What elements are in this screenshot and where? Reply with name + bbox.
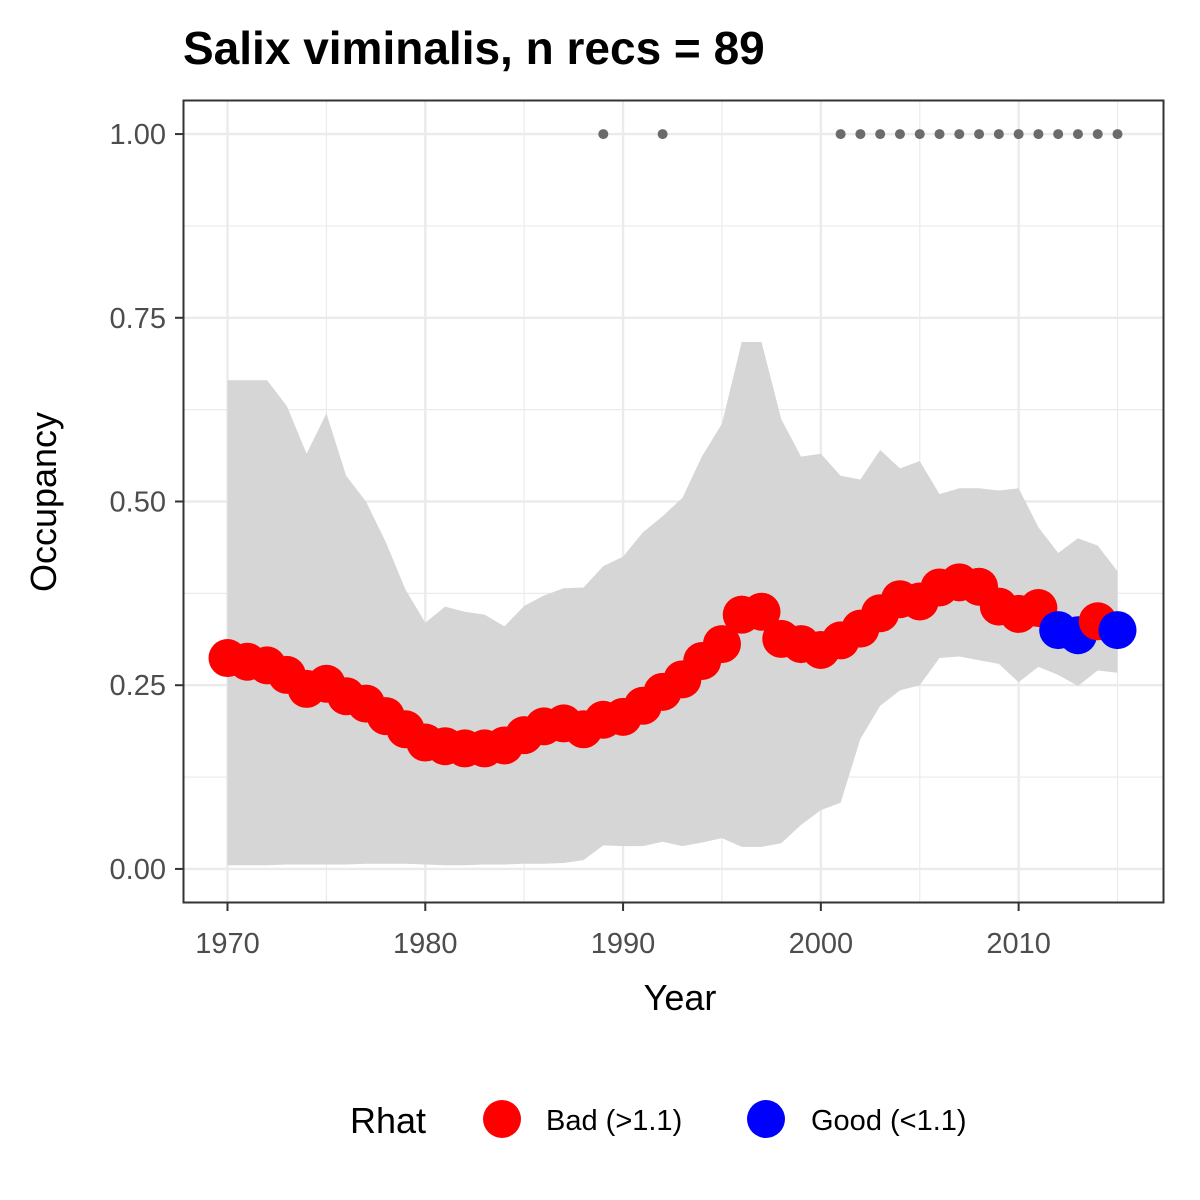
record-dot — [993, 129, 1004, 140]
legend-swatch-bad — [483, 1100, 521, 1138]
x-axis-title: Year — [644, 977, 717, 1018]
y-tick-label: 0.00 — [110, 854, 166, 886]
record-dot — [1033, 129, 1044, 140]
chart-title: Salix viminalis, n recs = 89 — [183, 22, 765, 74]
x-tick-label: 1970 — [195, 928, 260, 960]
y-tick-label: 0.25 — [110, 670, 166, 702]
occupancy-points-layer — [208, 563, 1137, 768]
record-dot — [657, 129, 668, 140]
record-dot — [914, 129, 925, 140]
record-dot — [598, 129, 609, 140]
y-tick-label: 0.75 — [110, 303, 166, 335]
y-tick-label: 0.50 — [110, 487, 166, 519]
legend-label-good: Good (<1.1) — [811, 1105, 967, 1137]
record-dot — [974, 129, 985, 140]
x-tick-label: 1990 — [591, 928, 656, 960]
record-dot — [1112, 129, 1123, 140]
record-dot — [954, 129, 965, 140]
y-tick-label: 1.00 — [110, 119, 166, 151]
record-dot — [1053, 129, 1064, 140]
panel-border — [182, 99, 1165, 904]
record-dot — [1092, 129, 1103, 140]
record-dot — [894, 129, 905, 140]
occupancy-point — [742, 592, 781, 631]
legend: Rhat Bad (>1.1) Good (<1.1) — [350, 1100, 967, 1141]
record-dot — [835, 129, 846, 140]
record-dot — [1013, 129, 1024, 140]
x-axis: 1970 1980 1990 2000 2010 — [195, 903, 1051, 960]
x-tick-label: 1980 — [393, 928, 458, 960]
record-dot — [855, 129, 866, 140]
occupancy-point — [702, 625, 741, 664]
legend-swatch-good — [747, 1100, 785, 1138]
x-tick-label: 2010 — [986, 928, 1051, 960]
y-axis: 0.00 0.25 0.50 0.75 1.00 — [110, 119, 183, 886]
occupancy-point — [1098, 611, 1137, 650]
record-dots-layer — [598, 129, 1123, 140]
legend-label-bad: Bad (>1.1) — [546, 1105, 682, 1137]
record-dot — [1072, 129, 1083, 140]
legend-title: Rhat — [350, 1100, 426, 1141]
y-axis-title: Occupancy — [23, 412, 64, 592]
x-tick-label: 2000 — [789, 928, 854, 960]
record-dot — [875, 129, 886, 140]
record-dot — [934, 129, 945, 140]
